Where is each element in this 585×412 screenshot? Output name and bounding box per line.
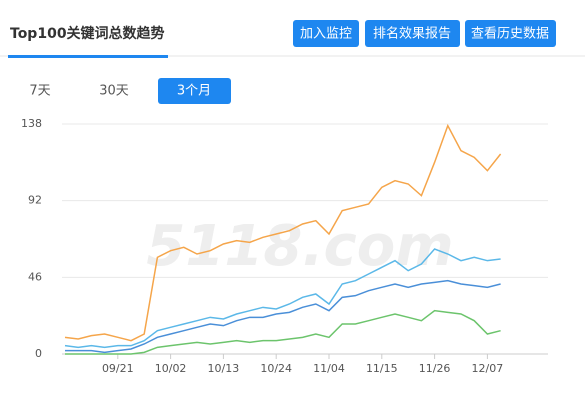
- x-tick-label: 10/13: [208, 362, 240, 375]
- y-tick-label: 92: [28, 194, 42, 207]
- button[interactable]: [365, 20, 460, 47]
- button-label[interactable]: 查看历史数据: [471, 26, 549, 42]
- x-tick-label: 11/26: [419, 362, 451, 375]
- button-label[interactable]: 排名效果报告: [373, 26, 451, 42]
- button[interactable]: [293, 20, 359, 47]
- series-line: [65, 279, 501, 354]
- button[interactable]: [465, 20, 556, 47]
- x-tick-label: 11/04: [313, 362, 345, 375]
- tab[interactable]: 30天: [99, 84, 129, 99]
- tab[interactable]: 7天: [29, 84, 50, 99]
- series-line: [64, 123, 502, 342]
- tab[interactable]: 3个月: [177, 84, 211, 99]
- x-tick-label: 11/15: [366, 362, 398, 375]
- button-label[interactable]: 加入监控: [300, 27, 352, 42]
- x-tick-label: 10/24: [260, 362, 292, 375]
- x-tick-label: 09/21: [102, 362, 134, 375]
- series-line: [65, 309, 501, 355]
- y-tick-label: 46: [28, 270, 42, 283]
- x-tick-label: 10/02: [155, 362, 187, 375]
- y-tick-label: 0: [35, 347, 42, 360]
- x-tick-label: 12/07: [472, 362, 504, 375]
- title: Top100关键词总数趋势: [10, 25, 165, 42]
- active-tab[interactable]: [158, 78, 231, 104]
- y-tick-label: 138: [21, 117, 42, 130]
- title-underline: [8, 55, 168, 58]
- series-line: [64, 248, 501, 349]
